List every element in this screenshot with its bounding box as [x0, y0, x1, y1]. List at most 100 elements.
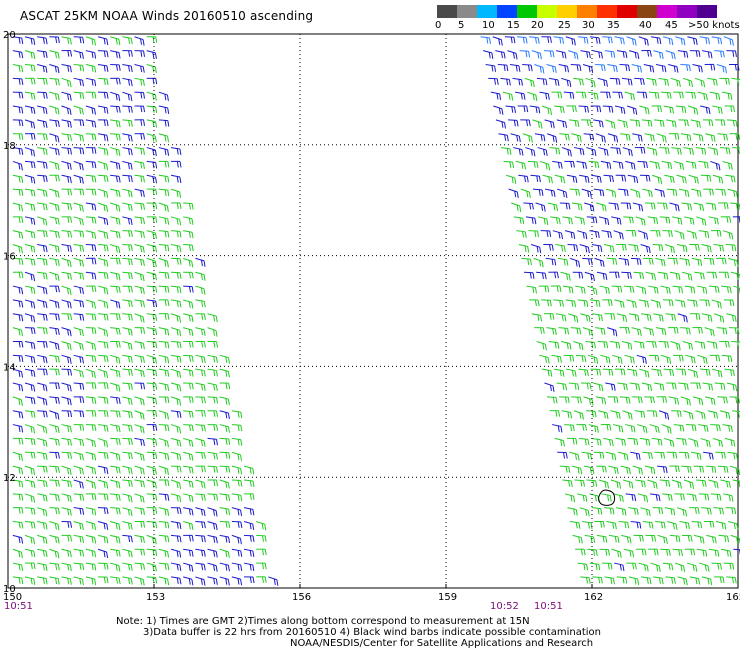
wind-barb	[582, 257, 592, 260]
barb-flag	[624, 509, 627, 516]
barb-flag	[561, 245, 564, 252]
barb-flag	[577, 203, 580, 211]
barb-flag	[167, 161, 170, 168]
barb-flag	[176, 231, 179, 238]
barb-flag	[79, 578, 82, 585]
wind-barb	[146, 534, 156, 539]
barb-flag	[609, 495, 612, 502]
barb-flag	[586, 577, 588, 584]
barb-flag	[683, 578, 686, 585]
barb-flag	[106, 119, 109, 127]
barb-flag	[691, 413, 694, 420]
barb-flag	[584, 176, 587, 183]
wind-barb	[669, 202, 679, 206]
barb-flag	[118, 523, 121, 531]
wind-barb	[719, 410, 729, 414]
wind-barb	[61, 63, 71, 67]
wind-barb	[592, 576, 602, 578]
wind-barb	[713, 507, 723, 509]
barb-flag	[82, 92, 85, 100]
wind-barb	[24, 534, 34, 539]
barb-flag	[115, 273, 118, 280]
barb-flag	[727, 341, 730, 348]
wind-barb	[85, 230, 95, 234]
wind-barb	[134, 63, 144, 68]
barb-flag	[79, 523, 82, 530]
wind-barb	[617, 119, 627, 123]
barb-flag	[140, 217, 143, 224]
wind-barb	[640, 576, 651, 579]
barb-flag	[557, 79, 560, 86]
barb-flag	[649, 578, 652, 585]
wind-barb	[49, 576, 59, 580]
barb-flag	[680, 38, 683, 45]
barb-flag	[518, 148, 521, 156]
barb-flag	[636, 438, 639, 446]
barb-flag	[118, 577, 121, 585]
barb-flag	[203, 494, 206, 501]
barb-flag	[549, 244, 552, 251]
wind-barb	[638, 562, 648, 566]
barb-flag	[33, 302, 36, 309]
wind-barb	[587, 285, 597, 290]
barb-flag	[599, 439, 602, 446]
barb-flag	[663, 273, 666, 280]
barb-flag	[57, 67, 60, 74]
barb-flag	[528, 191, 531, 199]
wind-barb	[170, 548, 180, 553]
barb-flag	[549, 384, 552, 392]
barb-flag	[55, 369, 58, 376]
barb-flag	[611, 453, 614, 460]
barb-flag	[93, 343, 96, 351]
barb-flag	[699, 536, 702, 543]
wind-barb	[85, 354, 95, 357]
barb-flag	[591, 399, 594, 406]
legend-swatch	[657, 5, 677, 18]
barb-flag	[103, 301, 106, 308]
barb-flag	[683, 51, 686, 58]
barb-flag	[130, 564, 133, 571]
wind-barb	[122, 271, 132, 274]
barb-flag	[496, 93, 499, 100]
barb-flag	[155, 494, 158, 501]
barb-flag	[559, 356, 562, 363]
barb-flag	[240, 509, 243, 517]
barb-flag	[228, 452, 231, 459]
barb-flag	[42, 121, 45, 128]
barb-flag	[645, 426, 648, 434]
barb-flag	[702, 287, 705, 294]
barb-flag	[91, 467, 94, 474]
barb-flag	[67, 134, 70, 141]
barb-flag	[103, 314, 106, 321]
barb-flag	[79, 176, 82, 184]
wind-barb	[656, 133, 666, 137]
barb-flag	[687, 203, 690, 210]
barb-flag	[57, 94, 60, 101]
barb-flag	[140, 383, 143, 390]
barb-flag	[605, 536, 608, 543]
barb-flag	[127, 550, 130, 557]
wind-barb	[73, 285, 83, 289]
barb-flag	[676, 80, 679, 87]
barb-flag	[130, 510, 133, 517]
barb-flag	[615, 330, 618, 337]
barb-flag	[91, 453, 94, 460]
wind-barb	[666, 119, 676, 123]
barb-flag	[152, 507, 155, 514]
wind-barb	[73, 160, 83, 165]
barb-flag	[719, 315, 722, 322]
barb-flag	[67, 231, 70, 238]
barb-flag	[671, 52, 674, 59]
barb-flag	[703, 342, 706, 349]
wind-barb	[49, 327, 59, 330]
barb-flag	[79, 245, 82, 252]
barb-flag	[249, 550, 252, 557]
barb-flag	[57, 274, 60, 281]
wind-barb	[593, 119, 603, 122]
wind-barb	[697, 91, 707, 95]
wind-barb	[49, 244, 59, 247]
barb-flag	[103, 382, 106, 390]
barb-flag	[130, 94, 133, 102]
wind-barb	[589, 230, 599, 233]
wind-barb	[61, 91, 71, 96]
